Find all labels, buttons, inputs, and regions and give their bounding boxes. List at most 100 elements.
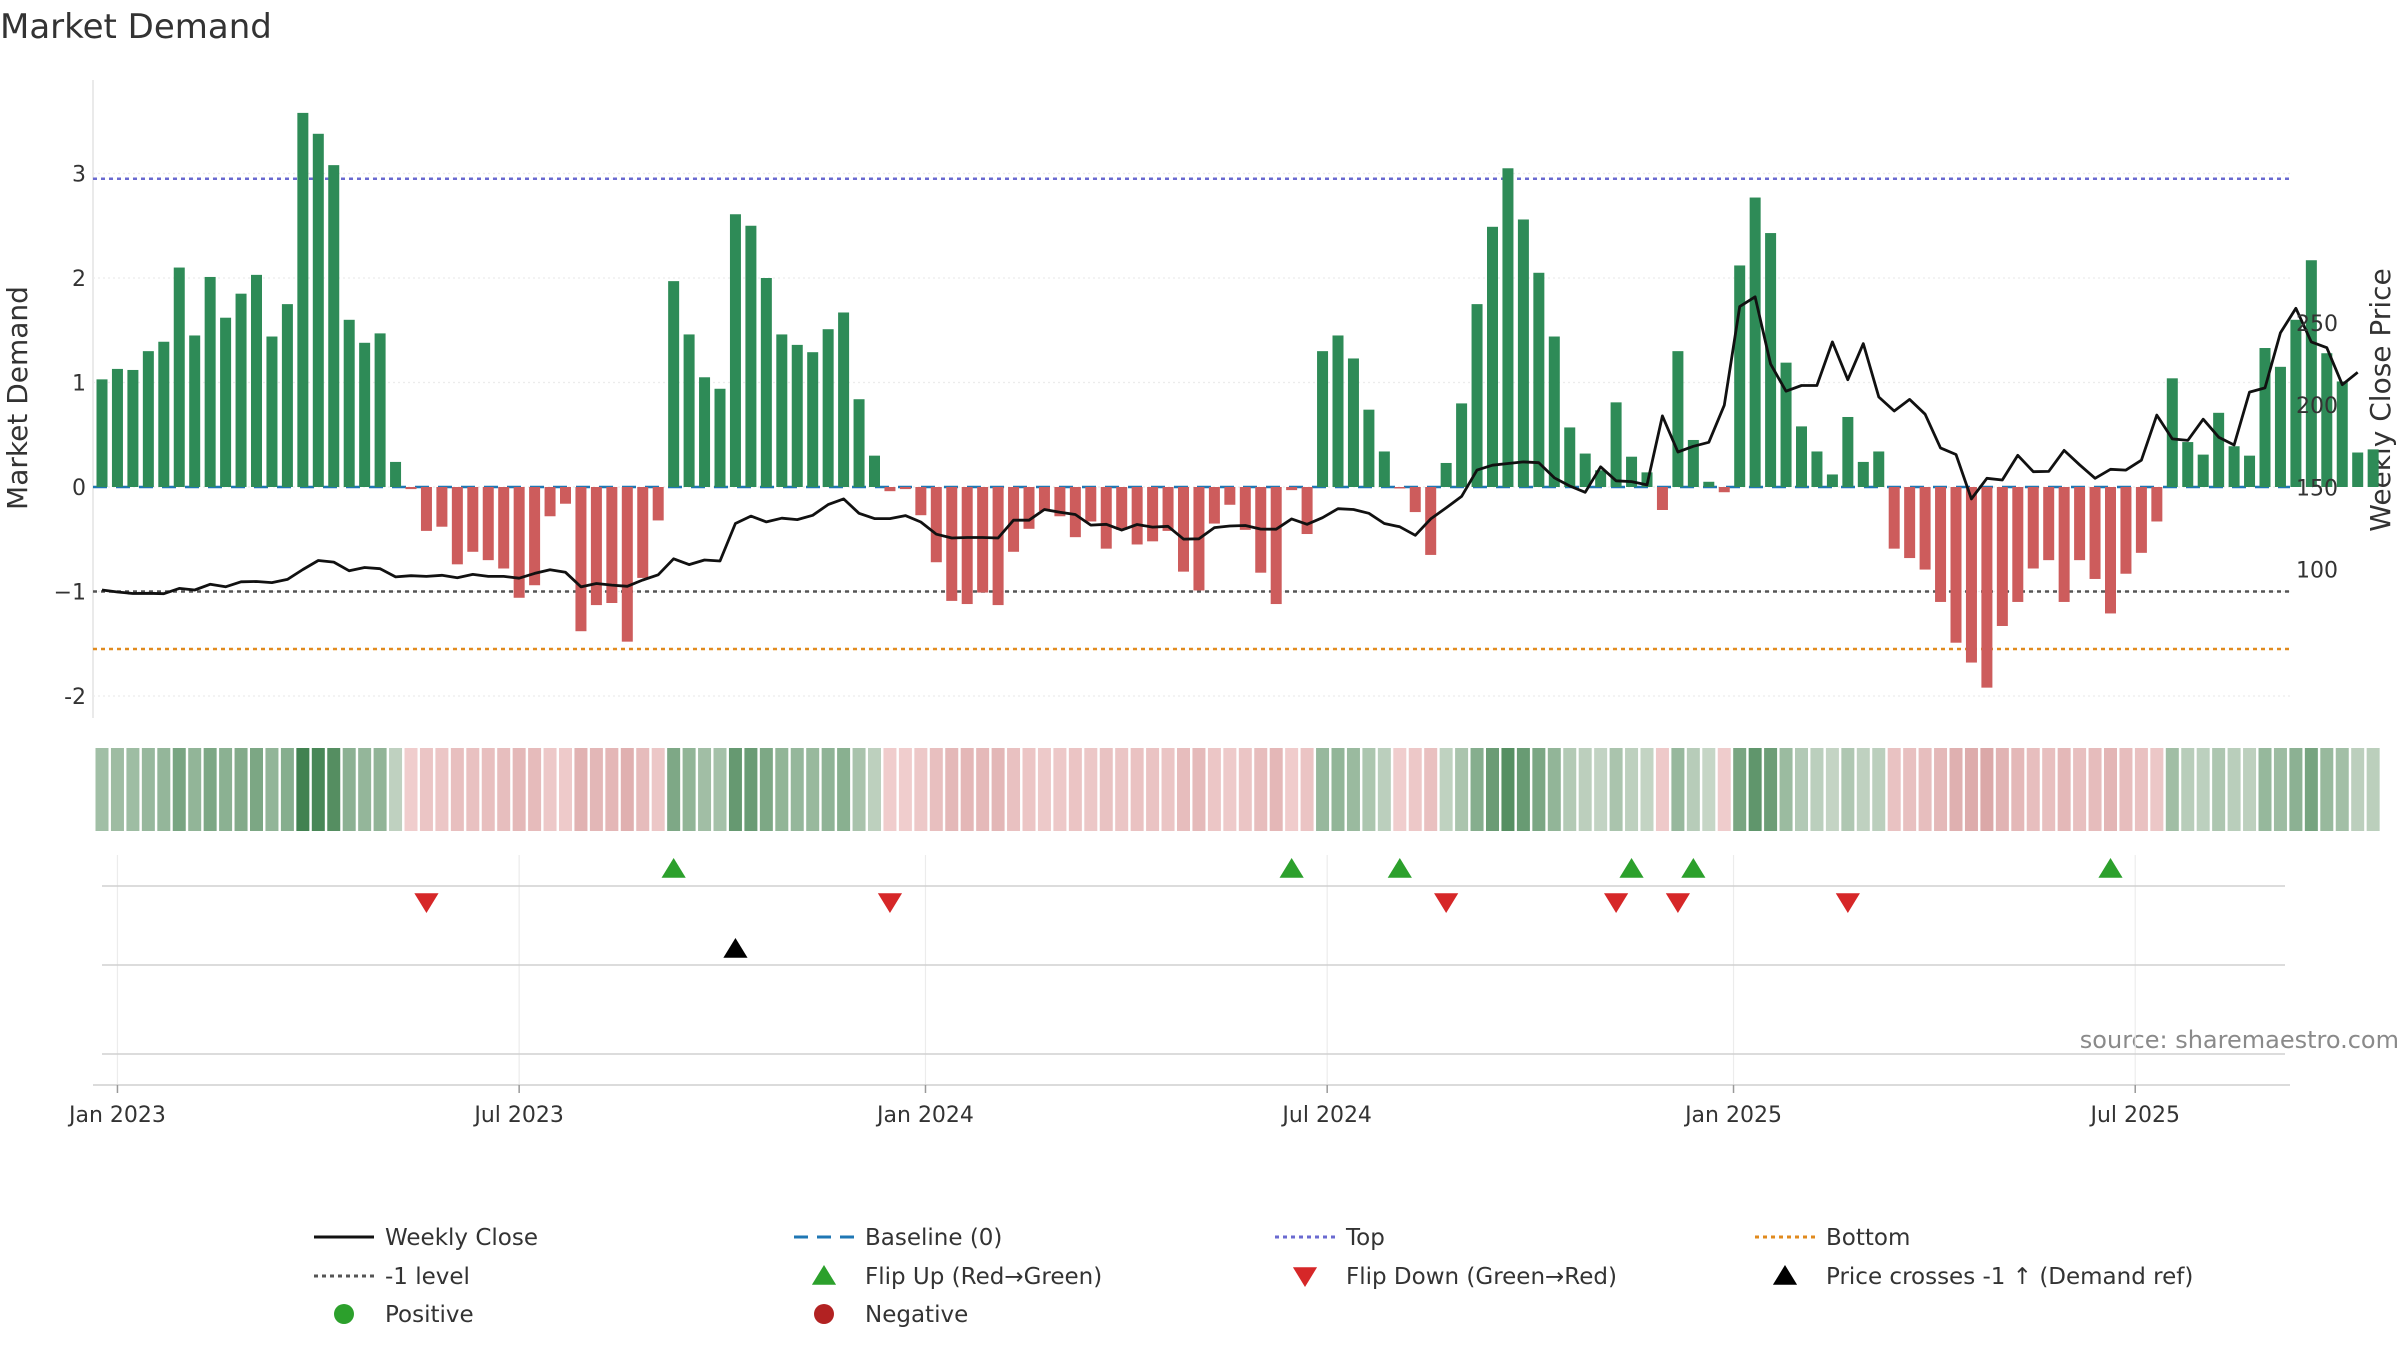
demand-bar-negative (915, 487, 927, 516)
demand-bar-positive (1703, 481, 1715, 487)
heat-strip-cell (1532, 748, 1546, 831)
demand-bar-positive (189, 335, 201, 487)
demand-bar-negative (1085, 487, 1097, 522)
heat-strip-cell (1810, 748, 1824, 831)
demand-bar-positive (281, 304, 293, 487)
demand-bar-negative (1286, 487, 1298, 491)
heat-strip-cell (1779, 748, 1793, 831)
demand-bar-positive (2274, 366, 2286, 487)
heat-strip-cell (234, 748, 248, 831)
heat-strip-cell (1625, 748, 1639, 831)
heat-strip-cell (1856, 748, 1870, 831)
x-tick-label: Jan 2025 (1683, 1103, 1782, 1128)
demand-bar-positive (2244, 455, 2256, 487)
demand-bar-negative (1270, 487, 1282, 605)
demand-bar-negative (992, 487, 1004, 606)
demand-bar-negative (1023, 487, 1035, 529)
flip-down-marker (414, 893, 439, 913)
demand-bar-negative (1718, 487, 1730, 493)
y-axis-right-label: Weekly Close Price (2364, 268, 2397, 531)
heat-strip-cell (991, 748, 1005, 831)
heat-strip-cell (698, 748, 712, 831)
heat-strip-cell (806, 748, 820, 831)
heat-strip-cell (1161, 748, 1175, 831)
heat-strip-cell (466, 748, 480, 831)
demand-bar-positive (760, 278, 772, 487)
demand-bar-positive (1378, 451, 1390, 487)
demand-bar-positive (1749, 197, 1761, 487)
demand-bar-positive (853, 399, 865, 487)
demand-bar-positive (2305, 260, 2317, 487)
demand-bar-positive (1610, 402, 1622, 487)
heat-strip-cell (883, 748, 897, 831)
demand-bar-negative (946, 487, 958, 601)
flip-down-marker (1604, 893, 1629, 913)
x-tick-label: Jan 2023 (67, 1103, 166, 1128)
demand-bar-positive (235, 293, 247, 487)
demand-bar-negative (482, 487, 494, 561)
heat-strip-cell (1764, 748, 1778, 831)
heat-strip-cell (172, 748, 186, 831)
demand-bar-negative (2105, 487, 2116, 614)
axis-ticks: -2 −1 0 1 2 3 100 150 200 250 (54, 163, 2338, 711)
flip-down-marker (877, 893, 903, 913)
heat-strip-cell (265, 748, 279, 831)
heat-strip-cell (1563, 748, 1577, 831)
legend-item: -1 level (314, 1264, 470, 1290)
legend-swatch-triangle-up (1772, 1265, 1798, 1285)
demand-bar-positive (1502, 168, 1514, 487)
heat-strip-cell (744, 748, 758, 831)
demand-bar-positive (745, 225, 757, 487)
demand-bar-negative (977, 487, 989, 593)
demand-bar-negative (1919, 487, 1931, 570)
heat-strip-cell (1949, 748, 1963, 831)
legend-label: Positive (385, 1302, 474, 1328)
demand-bar-positive (1533, 272, 1545, 487)
heat-strip-cell (1007, 748, 1021, 831)
demand-bar-negative (1208, 487, 1220, 524)
heat-strip-cell (667, 748, 681, 831)
legend-label: Price crosses -1 ↑ (Demand ref) (1826, 1264, 2193, 1290)
demand-bar-positive (807, 352, 819, 487)
heat-strip-cell (1068, 748, 1082, 831)
demand-bar-positive (390, 461, 402, 487)
heat-strip-cell (1223, 748, 1237, 831)
demand-bar-positive (1826, 474, 1838, 487)
heat-strip-cell (1918, 748, 1932, 831)
demand-bar-positive (822, 329, 834, 487)
y-right-tick-label: 150 (2296, 476, 2338, 501)
heat-strip-cell (852, 748, 866, 831)
heat-strip-cell (589, 748, 603, 831)
demand-bar-positive (1347, 358, 1359, 487)
source-note: source: sharemaestro.com (2080, 1026, 2399, 1054)
legend-label: Flip Up (Red→Green) (865, 1264, 1102, 1290)
demand-bar-positive (1595, 470, 1607, 487)
heat-strip-cell (1748, 748, 1762, 831)
heat-strip-cell (775, 748, 789, 831)
demand-bar-positive (1440, 462, 1452, 487)
heat-strip-cell (389, 748, 403, 831)
heat-strip-cell (1547, 748, 1561, 831)
heat-strip-cell (2134, 748, 2148, 831)
demand-bar-positive (1857, 461, 1869, 487)
y-left-tick-label: 3 (72, 163, 86, 188)
demand-bar-negative (1950, 487, 1962, 643)
y-axis-left-label: Market Demand (1, 286, 34, 510)
demand-bar-negative (2089, 487, 2101, 579)
heat-strip-cell (1192, 748, 1206, 831)
legend-label: Negative (865, 1302, 968, 1328)
demand-bar-negative (544, 487, 556, 517)
demand-bar-negative (1888, 487, 1900, 549)
demand-bar-positive (1842, 416, 1854, 487)
heat-strip-cell (574, 748, 588, 831)
y-left-tick-label: 2 (72, 267, 86, 292)
heat-strip-cell (1733, 748, 1747, 831)
demand-bar-negative (1394, 487, 1406, 489)
demand-bar-positive (173, 267, 185, 487)
demand-bar-positive (1626, 456, 1638, 487)
heat-strip-cell (1254, 748, 1268, 831)
demand-bar-negative (884, 487, 896, 492)
heat-strip-cell (2304, 748, 2318, 831)
heat-strip-cell (1887, 748, 1901, 831)
demand-bar-negative (961, 487, 973, 605)
